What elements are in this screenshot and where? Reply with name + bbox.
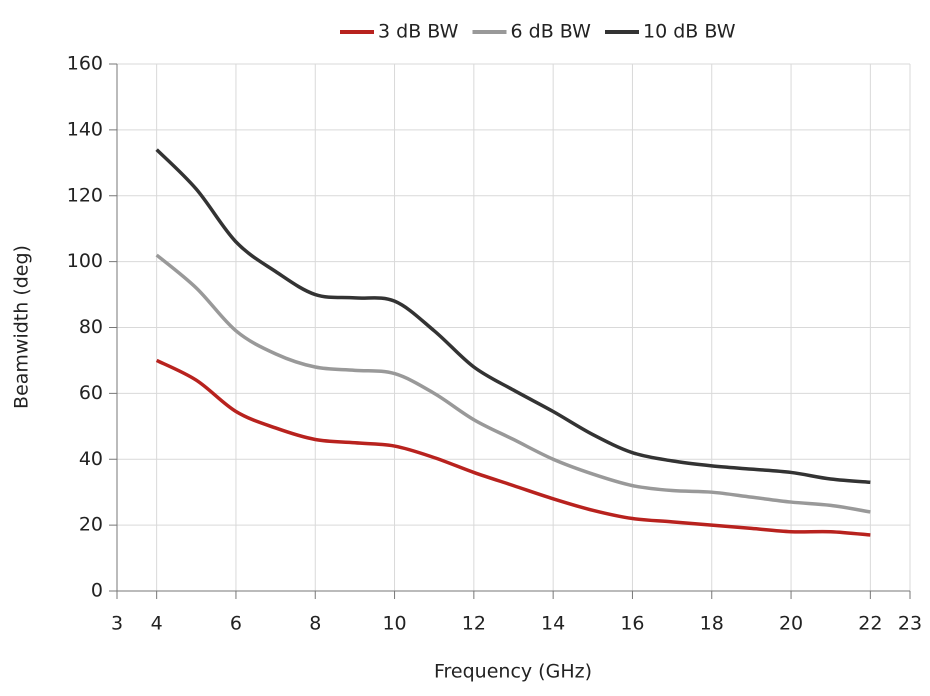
y-tick-label: 40 — [79, 448, 103, 470]
y-tick-label: 60 — [79, 382, 103, 404]
x-tick-label: 6 — [230, 613, 242, 635]
y-tick-label: 20 — [79, 514, 103, 536]
x-tick-label: 16 — [620, 613, 644, 635]
series-line — [155, 358, 871, 537]
x-tick-label: 10 — [382, 613, 406, 635]
x-tick-label: 8 — [309, 613, 321, 635]
x-tick-label: 22 — [858, 613, 882, 635]
y-tick-label: 140 — [67, 118, 103, 140]
x-axis-label: Frequency (GHz) — [434, 661, 592, 683]
x-tick-label: 18 — [700, 613, 724, 635]
y-tick-label: 80 — [79, 316, 103, 338]
legend-label: 3 dB BW — [378, 21, 459, 43]
y-axis-label: Beamwidth (deg) — [11, 245, 33, 409]
series-line — [155, 148, 871, 485]
x-tick-label: 20 — [779, 613, 803, 635]
series-line — [155, 253, 871, 514]
y-tick-label: 120 — [67, 184, 103, 206]
x-tick-label: 12 — [462, 613, 486, 635]
x-tick-label: 4 — [151, 613, 163, 635]
y-tick-label: 160 — [67, 53, 103, 75]
y-tick-label: 0 — [91, 580, 103, 602]
legend-label: 10 dB BW — [643, 21, 736, 43]
x-tick-label: 23 — [898, 613, 922, 635]
x-tick-label: 14 — [541, 613, 565, 635]
x-tick-label: 3 — [111, 613, 123, 635]
legend-label: 6 dB BW — [511, 21, 592, 43]
y-tick-label: 100 — [67, 250, 103, 272]
